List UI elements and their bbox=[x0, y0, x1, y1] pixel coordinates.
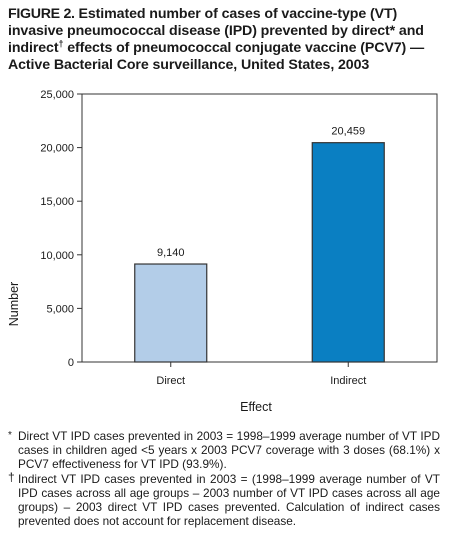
title-text-2: effects of pneumococcal conjugate vaccin… bbox=[8, 40, 425, 73]
footnote-direct: * Direct VT IPD cases prevented in 2003 =… bbox=[8, 429, 440, 472]
chart-title: FIGURE 2. Estimated number of cases of v… bbox=[8, 6, 444, 74]
bar-value-label: 20,459 bbox=[331, 126, 365, 138]
footnote-indirect: † Indirect VT IPD cases prevented in 2003… bbox=[8, 469, 440, 529]
y-axis-title: Number bbox=[7, 282, 21, 326]
footnotes: * Direct VT IPD cases prevented in 2003 =… bbox=[8, 429, 440, 528]
bar-chart: 0 5,000 10,000 15,000 20,000 25,000 9,140 Direc… bbox=[7, 89, 438, 414]
footnote-mark-dagger: † bbox=[8, 469, 15, 484]
bar-indirect bbox=[311, 142, 385, 363]
y-tick-label: 15,000 bbox=[40, 196, 74, 208]
x-tick-label: Indirect bbox=[330, 375, 366, 387]
y-tick-label: 10,000 bbox=[40, 250, 74, 262]
y-tick-label: 0 bbox=[68, 357, 74, 369]
y-tick-label: 5,000 bbox=[46, 303, 74, 315]
x-tick-label: Direct bbox=[156, 375, 185, 387]
footnote-text: Direct VT IPD cases prevented in 2003 = … bbox=[18, 429, 440, 472]
title-dagger: † bbox=[58, 38, 64, 49]
footnote-mark-asterisk: * bbox=[8, 430, 12, 441]
title-text: Estimated number of cases of vaccine-typ… bbox=[8, 6, 424, 56]
y-tick-label: 20,000 bbox=[40, 143, 74, 155]
y-tick-label: 25,000 bbox=[40, 89, 74, 101]
figure-label: FIGURE 2. bbox=[8, 6, 75, 22]
bar-value-label: 9,140 bbox=[157, 247, 185, 259]
footnote-text: Indirect VT IPD cases prevented in 2003 … bbox=[18, 471, 440, 529]
bar-direct bbox=[134, 263, 208, 363]
x-axis-title: Effect bbox=[240, 400, 272, 414]
plot-area: 0 5,000 10,000 15,000 20,000 25,000 9,140 Direc… bbox=[40, 89, 438, 387]
plot-frame bbox=[81, 93, 438, 363]
